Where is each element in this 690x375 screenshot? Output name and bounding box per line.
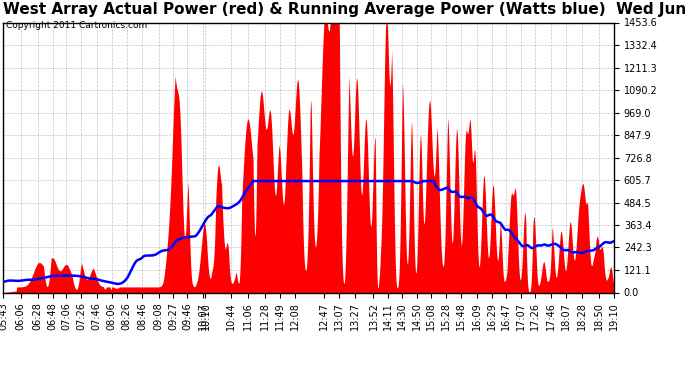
- Text: Copyright 2011 Cartronics.com: Copyright 2011 Cartronics.com: [6, 21, 147, 30]
- Text: West Array Actual Power (red) & Running Average Power (Watts blue)  Wed Jun 8 19: West Array Actual Power (red) & Running …: [3, 2, 690, 17]
